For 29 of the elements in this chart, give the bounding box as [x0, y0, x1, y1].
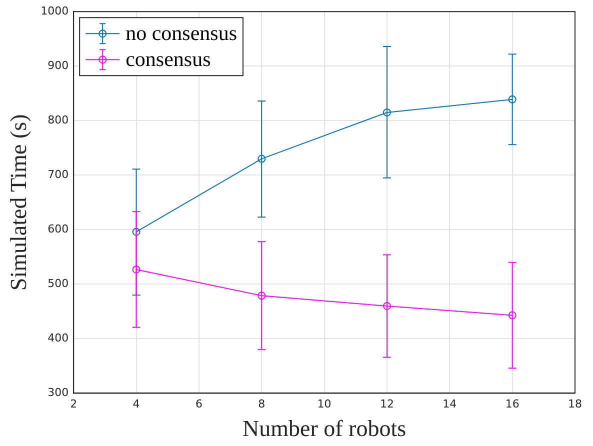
x-tick-label: 8	[258, 398, 266, 411]
point	[258, 292, 266, 300]
y-tick-label: 800	[48, 113, 69, 126]
y-axis-title: Simulated Time (s)	[6, 114, 31, 291]
x-tick-label: 14	[442, 398, 457, 411]
y-tick-label: 300	[48, 386, 69, 400]
x-tick-label: 16	[505, 398, 520, 411]
y-tick-label: 400	[48, 332, 69, 345]
legend-label: no consensus	[126, 21, 238, 46]
y-tick-label: 700	[48, 168, 69, 181]
x-tick-label: 2	[70, 398, 78, 411]
point	[132, 265, 140, 274]
x-axis-title: Number of robots	[242, 416, 406, 442]
point	[382, 302, 391, 310]
x-tick-label: 4	[132, 398, 140, 411]
y-tick-label: 1000	[40, 4, 69, 18]
y-tick-label: 600	[48, 222, 69, 236]
x-tick-label: 18	[568, 398, 582, 411]
point	[508, 311, 516, 320]
point	[508, 95, 516, 104]
point	[258, 154, 266, 163]
legend-label: consensus	[126, 47, 211, 72]
y-tick-label: 500	[48, 277, 69, 290]
x-tick-label: 12	[380, 398, 394, 411]
x-tick-label: 6	[195, 398, 202, 411]
point	[382, 108, 391, 116]
point	[132, 228, 140, 236]
x-tick-label: 10	[317, 398, 332, 411]
y-tick-label: 900	[48, 58, 69, 72]
